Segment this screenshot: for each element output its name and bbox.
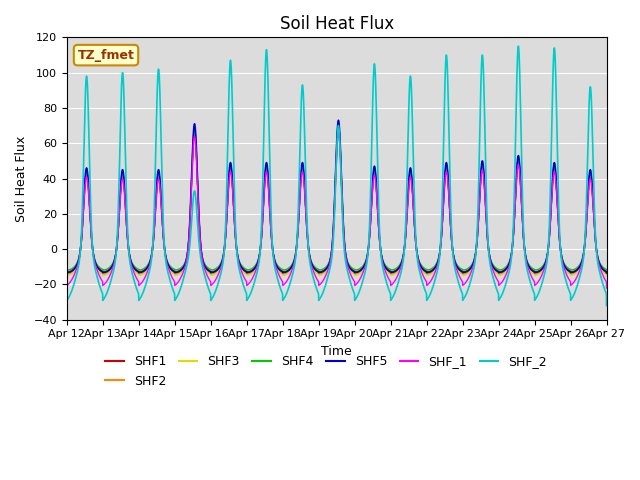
Line: SHF_2: SHF_2 <box>67 46 607 306</box>
X-axis label: Time: Time <box>321 345 352 358</box>
SHF_1 <box>602 278 610 284</box>
Text: TZ_fmet: TZ_fmet <box>77 48 134 61</box>
SHF_1 <box>335 130 342 135</box>
SHF5 <box>458 269 465 275</box>
SHF_2 <box>428 288 435 294</box>
Line: SHF2: SHF2 <box>67 126 607 275</box>
SHF4 <box>458 266 465 272</box>
SHF5 <box>335 118 342 123</box>
SHF2 <box>317 271 324 277</box>
SHF3 <box>602 271 610 277</box>
SHF_1 <box>160 240 168 245</box>
SHF_2 <box>515 43 522 49</box>
SHF5 <box>488 262 496 268</box>
SHF_2 <box>603 303 611 309</box>
SHF2 <box>335 123 342 129</box>
SHF4 <box>317 267 324 273</box>
SHF_2 <box>317 295 324 301</box>
SHF2 <box>458 270 465 276</box>
SHF3 <box>317 272 324 278</box>
SHF3 <box>603 273 611 278</box>
SHF4 <box>63 267 70 273</box>
SHF1 <box>428 267 435 273</box>
SHF1 <box>458 268 465 274</box>
Legend: SHF1, SHF2, SHF3, SHF4, SHF5, SHF_1, SHF_2: SHF1, SHF2, SHF3, SHF4, SHF5, SHF_1, SHF… <box>100 350 552 393</box>
Y-axis label: Soil Heat Flux: Soil Heat Flux <box>15 135 28 222</box>
SHF2 <box>160 239 168 244</box>
SHF1 <box>63 269 70 275</box>
Line: SHF3: SHF3 <box>67 126 607 276</box>
SHF2 <box>428 270 435 276</box>
SHF3 <box>335 123 342 129</box>
SHF2 <box>63 272 70 277</box>
SHF2 <box>488 264 496 269</box>
SHF3 <box>428 271 435 276</box>
SHF1 <box>602 268 610 274</box>
SHF3 <box>488 264 496 270</box>
SHF_2 <box>160 231 168 237</box>
SHF5 <box>63 270 70 276</box>
SHF_2 <box>458 288 465 294</box>
SHF1 <box>603 269 611 275</box>
SHF1 <box>160 238 168 244</box>
SHF3 <box>458 271 465 277</box>
SHF4 <box>488 261 496 266</box>
SHF1 <box>317 269 324 275</box>
SHF_1 <box>458 277 465 283</box>
SHF3 <box>63 273 70 278</box>
SHF5 <box>160 238 168 243</box>
SHF1 <box>335 123 342 129</box>
SHF5 <box>603 270 611 276</box>
SHF_1 <box>317 281 324 287</box>
SHF_1 <box>488 265 496 271</box>
SHF2 <box>603 272 611 277</box>
SHF_2 <box>488 271 496 276</box>
Line: SHF5: SHF5 <box>67 120 607 273</box>
Line: SHF_1: SHF_1 <box>67 132 607 288</box>
SHF4 <box>602 266 610 272</box>
SHF4 <box>428 266 435 272</box>
Line: SHF1: SHF1 <box>67 126 607 272</box>
SHF2 <box>602 270 610 276</box>
SHF_2 <box>63 298 70 303</box>
SHF4 <box>160 238 168 243</box>
SHF_1 <box>428 276 435 282</box>
SHF3 <box>160 239 168 245</box>
SHF1 <box>488 262 496 267</box>
SHF5 <box>602 269 610 275</box>
SHF_1 <box>63 283 70 288</box>
Title: Soil Heat Flux: Soil Heat Flux <box>280 15 394 33</box>
SHF5 <box>317 270 324 276</box>
Line: SHF4: SHF4 <box>67 126 607 270</box>
SHF4 <box>335 123 342 129</box>
SHF_1 <box>603 285 611 291</box>
SHF_2 <box>602 290 610 296</box>
SHF4 <box>603 267 611 273</box>
SHF5 <box>428 268 435 274</box>
